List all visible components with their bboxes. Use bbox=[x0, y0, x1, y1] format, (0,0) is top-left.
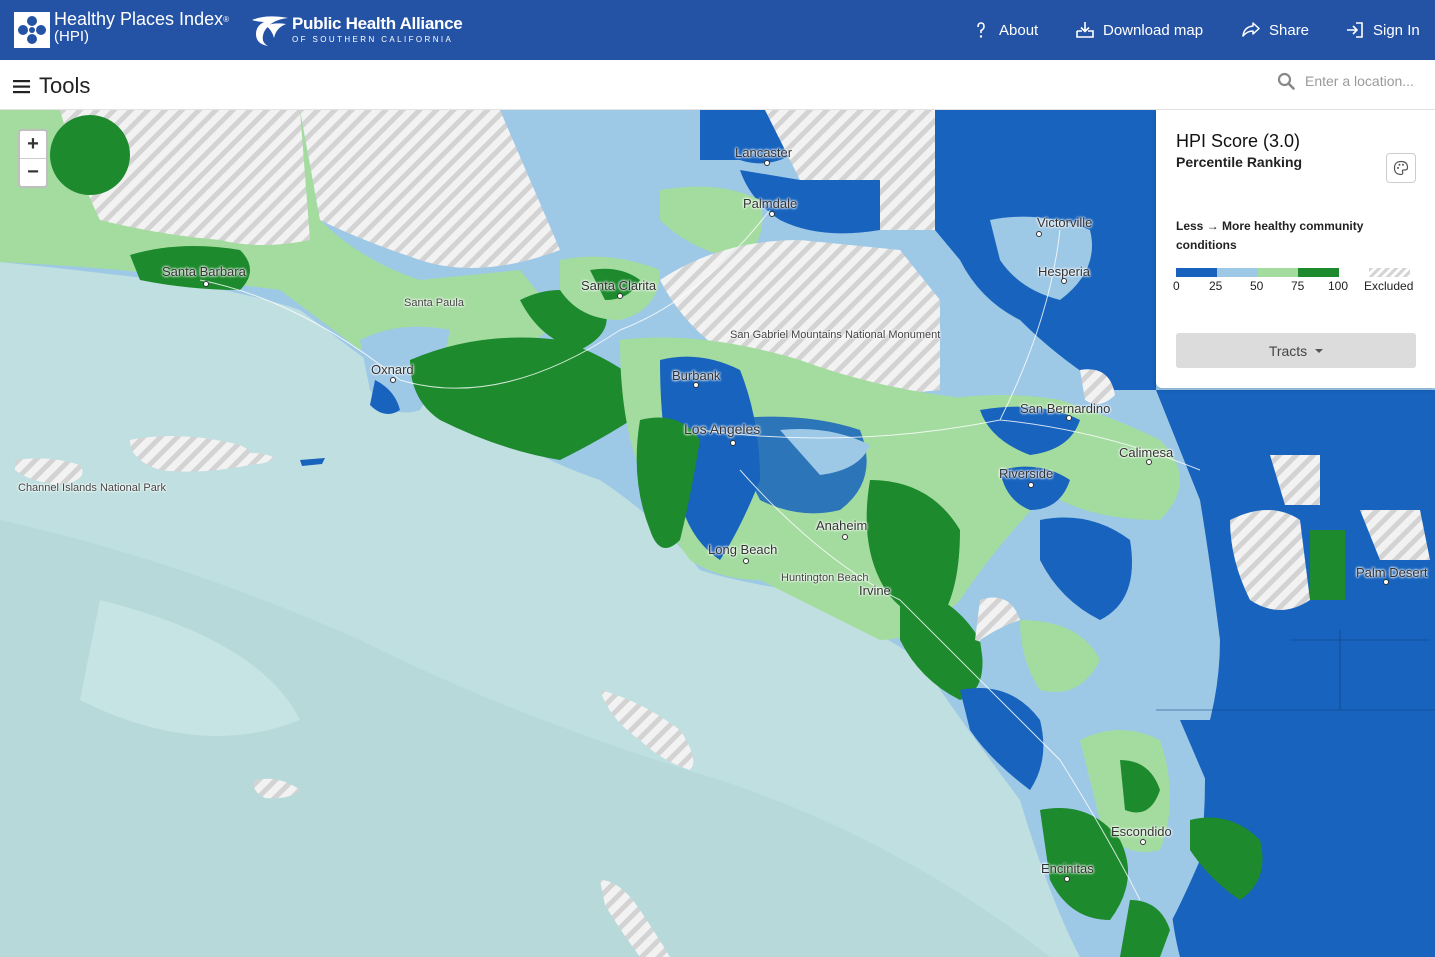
city-label: Anaheim bbox=[816, 518, 868, 533]
geography-level-label: Tracts bbox=[1268, 342, 1308, 359]
ramp-swatch-25-50 bbox=[1216, 268, 1258, 277]
nav-sign-in[interactable]: Sign In bbox=[1346, 19, 1420, 41]
legend-tick: 75 bbox=[1291, 279, 1305, 293]
city-dot bbox=[1061, 278, 1067, 284]
legend-tick: 0 bbox=[1173, 279, 1180, 293]
legend-excluded-label: Excluded bbox=[1364, 279, 1414, 293]
city-label: Lancaster bbox=[735, 145, 793, 160]
city-label: Palm Desert bbox=[1356, 565, 1428, 580]
place-label: Channel Islands National Park bbox=[18, 482, 166, 494]
hamburger-menu-icon bbox=[13, 79, 30, 93]
download-icon bbox=[1076, 22, 1094, 38]
city-label: Encinitas bbox=[1041, 861, 1094, 876]
pha-title: Public Health Alliance bbox=[292, 14, 463, 33]
ramp-swatch-50-75 bbox=[1257, 268, 1299, 277]
city-label: Irvine bbox=[859, 583, 891, 598]
caret-down-icon bbox=[1315, 348, 1324, 353]
share-icon bbox=[1242, 22, 1260, 37]
city-label: San Bernardino bbox=[1020, 401, 1111, 416]
city-label: Los Angeles bbox=[684, 421, 761, 437]
pha-brand[interactable]: Public Health Alliance OF SOUTHERN CALIF… bbox=[292, 14, 463, 48]
arrow-right-icon: → bbox=[1206, 219, 1219, 233]
legend-to-label: More healthy community conditions bbox=[1176, 219, 1364, 252]
legend-tick: 50 bbox=[1250, 279, 1264, 293]
city-label: Santa Paula bbox=[404, 297, 464, 309]
location-search-input[interactable] bbox=[1305, 68, 1430, 94]
legend-title: HPI Score (3.0) bbox=[1176, 131, 1301, 151]
hpi-choropleth-map[interactable]: Santa Barbara Santa Paula Oxnard Lancast… bbox=[0, 110, 1435, 957]
city-dot bbox=[1146, 459, 1152, 465]
city-label: Riverside bbox=[999, 466, 1054, 481]
city-label: Santa Barbara bbox=[162, 264, 246, 279]
top-navigation-bar: Healthy Places Index® (HPI) Public Healt… bbox=[0, 0, 1435, 60]
legend-tick: 25 bbox=[1209, 279, 1223, 293]
pha-logo-icon[interactable] bbox=[250, 12, 290, 48]
city-dot bbox=[769, 211, 775, 217]
sign-in-icon bbox=[1347, 22, 1363, 38]
city-label: Palmdale bbox=[743, 196, 798, 211]
nav-about-label: About bbox=[999, 21, 1039, 39]
zoom-control: + − bbox=[18, 129, 48, 188]
tools-bar bbox=[0, 60, 1435, 110]
city-dot bbox=[203, 281, 209, 287]
city-dot bbox=[1036, 231, 1042, 237]
tools-label: Tools bbox=[39, 73, 91, 98]
city-dot bbox=[842, 534, 848, 540]
city-label: Santa Clarita bbox=[581, 278, 657, 293]
search-icon[interactable] bbox=[1277, 72, 1295, 90]
city-dot bbox=[617, 293, 623, 299]
city-label: Oxnard bbox=[371, 362, 414, 377]
question-icon bbox=[977, 22, 985, 38]
color-palette-button[interactable] bbox=[1386, 153, 1416, 183]
hpi-brand[interactable]: Healthy Places Index® (HPI) bbox=[54, 9, 229, 45]
nav-share-label: Share bbox=[1269, 21, 1310, 39]
city-label: Hesperia bbox=[1038, 264, 1091, 279]
legend-tick: 100 bbox=[1328, 279, 1349, 293]
legend-subtitle: Percentile Ranking bbox=[1176, 154, 1303, 170]
legend-color-ramp bbox=[1176, 268, 1339, 277]
legend-panel: HPI Score (3.0) Percentile Ranking Less … bbox=[1156, 110, 1435, 388]
hpi-title: Healthy Places Index bbox=[54, 9, 224, 29]
city-dot bbox=[743, 558, 749, 564]
pha-subtitle: OF SOUTHERN CALIFORNIA bbox=[292, 35, 454, 44]
nav-download-label: Download map bbox=[1103, 21, 1204, 39]
ramp-swatch-75-100 bbox=[1298, 268, 1339, 277]
ramp-swatch-0-25 bbox=[1176, 268, 1217, 277]
palette-icon bbox=[1393, 160, 1409, 176]
nav-share[interactable]: Share bbox=[1242, 19, 1309, 41]
city-dot bbox=[764, 160, 770, 166]
nav-sign-in-label: Sign In bbox=[1373, 21, 1420, 39]
city-dot bbox=[693, 382, 699, 388]
city-dot bbox=[1140, 839, 1146, 845]
zoom-out-button[interactable]: − bbox=[20, 158, 46, 185]
nav-about[interactable]: About bbox=[972, 19, 1038, 41]
city-label: Calimesa bbox=[1119, 445, 1174, 460]
legend-description: Less → More healthy community conditions bbox=[1176, 217, 1416, 255]
city-label: Long Beach bbox=[708, 542, 778, 557]
place-label: San Gabriel Mountains National Monument bbox=[730, 329, 941, 341]
city-label: Victorville bbox=[1037, 215, 1093, 230]
city-label: Escondido bbox=[1111, 824, 1172, 839]
map-base-layer bbox=[0, 110, 1435, 957]
hpi-abbrev: (HPI) bbox=[54, 28, 89, 45]
city-dot bbox=[390, 377, 396, 383]
excluded-swatch bbox=[1369, 268, 1410, 277]
city-dot bbox=[1383, 579, 1389, 585]
tools-menu-button[interactable]: Tools bbox=[13, 73, 90, 99]
nav-download-map[interactable]: Download map bbox=[1076, 19, 1203, 41]
zoom-in-button[interactable]: + bbox=[27, 133, 39, 155]
hpi-trademark: ® bbox=[223, 15, 229, 24]
city-dot bbox=[1064, 876, 1070, 882]
city-dot bbox=[1066, 415, 1072, 421]
city-label: Burbank bbox=[672, 368, 721, 383]
city-dot bbox=[1028, 482, 1034, 488]
legend-from-label: Less bbox=[1176, 219, 1204, 233]
hpi-logo-icon[interactable] bbox=[14, 12, 50, 48]
geography-level-dropdown[interactable]: Tracts bbox=[1176, 333, 1416, 368]
city-label: Huntington Beach bbox=[781, 572, 869, 584]
city-dot bbox=[730, 440, 736, 446]
